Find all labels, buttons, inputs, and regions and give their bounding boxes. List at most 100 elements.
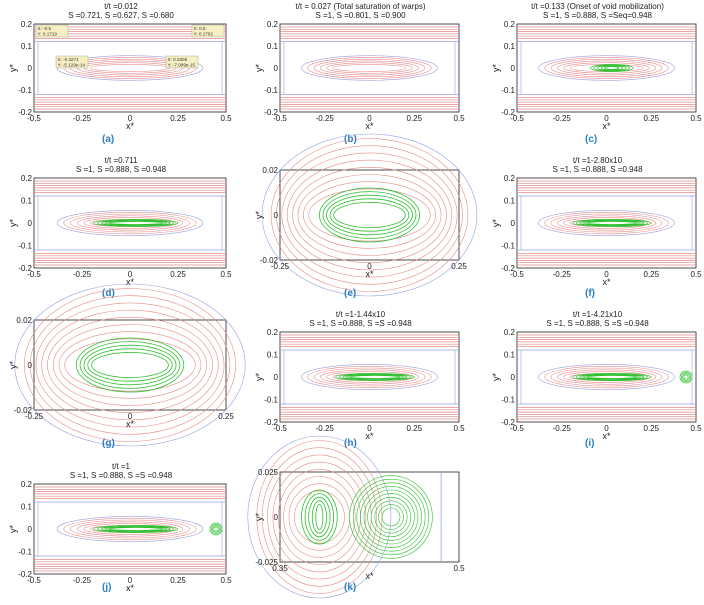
- y-tick-label: -0.2: [501, 418, 515, 427]
- y-tick-label: -0.2: [18, 108, 32, 117]
- saturation-contour: [563, 217, 650, 229]
- saturation-contour: [281, 152, 458, 278]
- y-tick-label: 0.2: [21, 174, 33, 183]
- void-bubble: [352, 478, 430, 556]
- y-axis-label: y*: [8, 64, 18, 73]
- panel-caption: (g): [102, 438, 115, 449]
- panel-d: t/t =0.711 S =1, S =0.888, S =0.948 -0.5 -0…: [8, 156, 232, 287]
- panel-caption: (e): [344, 288, 357, 299]
- front-contour: [582, 220, 641, 226]
- saturation-contour: [332, 64, 407, 72]
- y-tick-label: 0: [28, 219, 33, 228]
- x-tick-label: 0: [128, 114, 133, 123]
- x-tick-label: 0.5: [690, 114, 702, 123]
- x-tick-label: -0.5: [510, 424, 524, 433]
- front-contour: [308, 496, 331, 538]
- y-tick-label: -0.1: [501, 86, 515, 95]
- x-tick-label: 0.5: [690, 270, 702, 279]
- panel-title-line: t/t =1-4.21x10: [572, 310, 623, 319]
- datatip-box: [35, 24, 69, 38]
- x-axis-label: x*: [365, 431, 374, 441]
- void-bubble: [682, 373, 690, 381]
- front-contour: [100, 526, 171, 532]
- front-contour: [335, 373, 415, 381]
- front-contour: [586, 375, 638, 379]
- void-bubble: [213, 526, 219, 532]
- front-contour: [108, 527, 163, 531]
- saturation-contour: [544, 211, 669, 235]
- x-tick-label: 0.5: [220, 114, 232, 123]
- datatip-text: X: 0.3306: [168, 57, 188, 62]
- axes-frame: [279, 169, 460, 261]
- plot-area: -0.5 -0.25 0 0.25 0.5 0.2 0.1 0 -0.1 -0.2 x* y*: [491, 20, 702, 131]
- y-tick-label: 0: [274, 373, 279, 382]
- saturation-contour: [308, 188, 431, 242]
- saturation-contour: [313, 367, 426, 387]
- x-axis-label: x*: [602, 431, 611, 441]
- y-tick-label: 0.2: [504, 20, 516, 29]
- y-tick-label: 0.2: [267, 328, 279, 337]
- y-tick-label: 0.2: [21, 480, 33, 489]
- x-tick-label: -0.25: [25, 412, 44, 421]
- plot-area: -0.5 -0.25 0 0.25 0.5 0.2 0.1 0 -0.1 -0.2 x* y*: [491, 174, 702, 287]
- panel-a: t/t =0.012 S =0.721, S =0.627, S =0.680 X:…: [8, 2, 232, 131]
- axes-frame: [516, 177, 697, 269]
- x-tick-label: -0.25: [271, 262, 290, 271]
- x-tick-label: 0: [604, 270, 609, 279]
- saturation-contour: [538, 364, 675, 390]
- y-tick-label: 0.2: [21, 20, 33, 29]
- y-axis-label: y*: [491, 373, 501, 382]
- panel-e: -0.25 0 0.25 0.02 0 -0.02 x* y*: [254, 133, 478, 297]
- front-contour: [104, 220, 167, 226]
- x-tick-label: -0.5: [510, 114, 524, 123]
- axes-frame: [33, 177, 227, 269]
- saturation-contour: [544, 365, 669, 389]
- saturation-contour: [556, 369, 657, 385]
- front-contour: [91, 352, 169, 379]
- void-bubble: [374, 500, 408, 534]
- axes-frame: [516, 331, 697, 423]
- y-tick-label: -0.2: [18, 570, 32, 579]
- saturation-contour: [76, 215, 184, 231]
- plot-area: -0.5 -0.25 0 0.25 0.5 0.2 0.1 0 -0.1 -0.2 x* y*: [254, 20, 465, 131]
- saturation-contour: [24, 288, 236, 442]
- saturation-contour: [261, 447, 377, 587]
- weft-contour: [261, 133, 478, 297]
- y-tick-label: 0.2: [504, 174, 516, 183]
- panel-title-line: S =1, S =0.888, S =Seq=0.948: [543, 11, 652, 20]
- datatip-text: Y: 0.1702: [194, 32, 214, 37]
- y-axis-label: y*: [491, 64, 501, 73]
- y-tick-label: -0.02: [14, 406, 33, 415]
- front-contour: [326, 194, 413, 236]
- panel-caption: (d): [102, 288, 115, 299]
- y-tick-label: 0.025: [258, 468, 279, 477]
- y-tick-label: 0: [511, 64, 516, 73]
- weft-contour: [14, 283, 246, 447]
- front-contour: [345, 374, 404, 380]
- panel-title-line: S =1, S =0.888, S =0.948: [552, 165, 643, 174]
- saturation-contour: [319, 60, 420, 76]
- front-contour: [97, 219, 175, 227]
- x-tick-label: 0: [367, 262, 372, 271]
- x-tick-label: 0: [128, 576, 133, 585]
- y-tick-label: 0: [511, 219, 516, 228]
- x-tick-label: -0.25: [73, 114, 92, 123]
- front-contour: [575, 219, 649, 227]
- saturation-contour: [297, 174, 442, 256]
- panel-title-line: t/t =0.711: [104, 156, 138, 165]
- axes-frame: [33, 483, 227, 575]
- datatip-box: [191, 24, 225, 38]
- void-bubble: [683, 374, 689, 380]
- front-contour: [311, 500, 327, 534]
- x-tick-label: 0.25: [406, 114, 422, 123]
- front-contour: [83, 344, 177, 386]
- saturation-contour: [63, 517, 197, 541]
- saturation-contour: [326, 62, 413, 74]
- front-contour: [304, 493, 335, 541]
- front-contour: [579, 374, 645, 380]
- x-tick-label: -0.5: [27, 576, 41, 585]
- saturation-contour: [56, 210, 204, 236]
- front-contour: [572, 373, 652, 381]
- datatip-text: X: 0.5: [194, 26, 206, 31]
- saturation-contour: [47, 316, 213, 414]
